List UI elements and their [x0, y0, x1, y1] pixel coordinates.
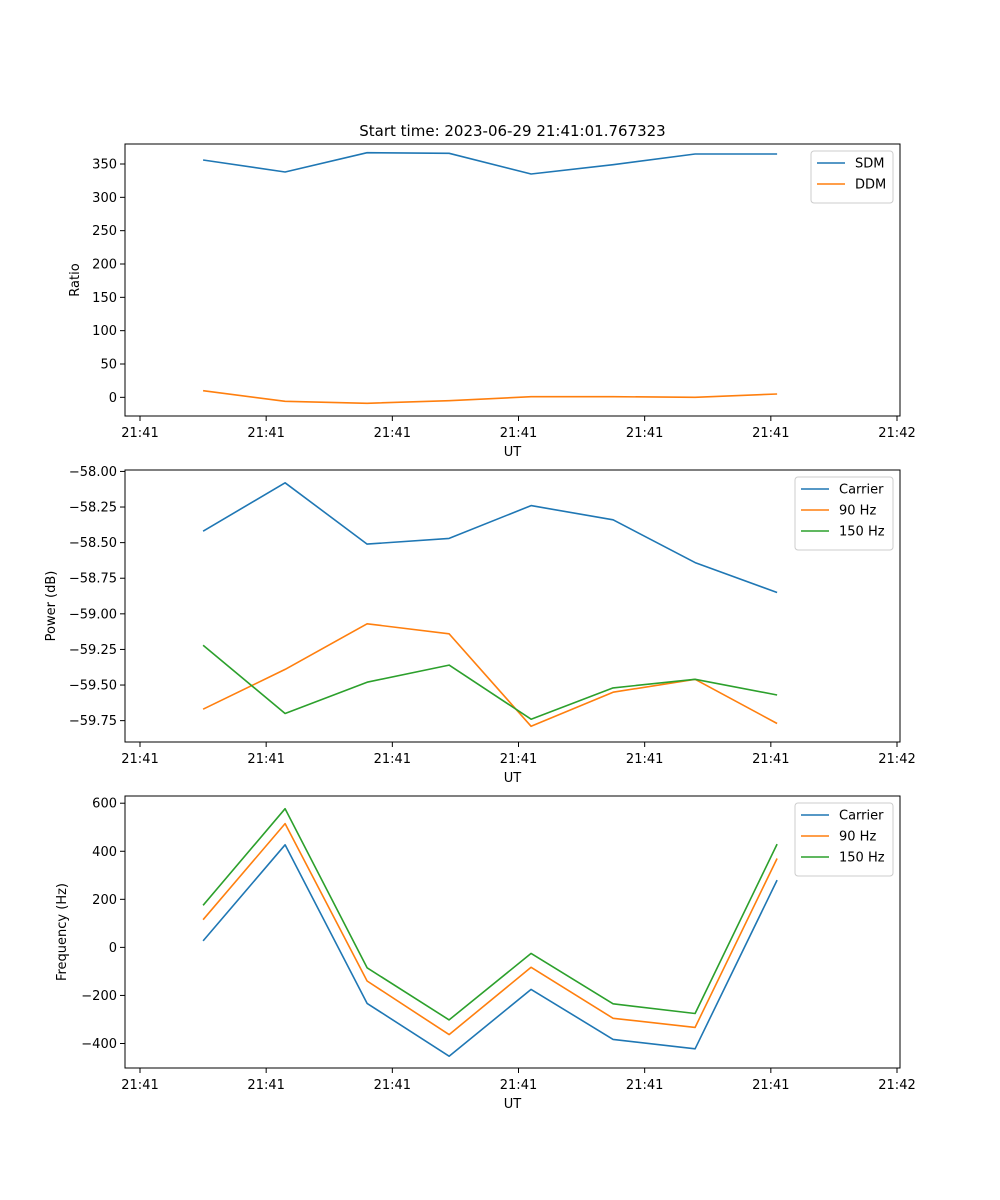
chart-panel-3: 21:41 21:41 21:41 21:41 21:41 21:41 21:42 UT −40… [55, 795, 916, 1112]
legend: Carrier 90 Hz 150 Hz [794, 476, 894, 551]
chart-panel-1: Start time: 2023-06-29 21:41:01.767323 21… [68, 122, 916, 460]
legend: Carrier 90 Hz 150 Hz [794, 802, 894, 877]
y-tick-label: 150 [92, 291, 117, 306]
y-tick-label: 600 [92, 797, 117, 812]
x-tick-label: 21:41 [374, 426, 411, 441]
legend-entry: 150 Hz [839, 851, 885, 866]
plot-frame [124, 795, 901, 1069]
x-tick-label: 21:41 [121, 1078, 158, 1093]
x-tick-label: 21:41 [626, 426, 663, 441]
series-line-150-hz [202, 807, 778, 1021]
y-tick-label: −200 [81, 989, 117, 1004]
x-tick-label: 21:41 [500, 752, 537, 767]
legend-entry: Carrier [839, 483, 884, 498]
chart-title: Start time: 2023-06-29 21:41:01.767323 [359, 122, 665, 140]
x-tick-label: 21:41 [247, 752, 284, 767]
y-tick-label: 200 [92, 258, 117, 273]
y-tick-label: −59.25 [69, 643, 117, 658]
plot-frame [124, 143, 901, 417]
y-tick-label: 100 [92, 324, 117, 339]
y-tick-label: −400 [81, 1037, 117, 1052]
plot-frame [124, 469, 901, 743]
y-axis-label: Ratio [68, 263, 83, 296]
x-tick-label: 21:42 [878, 1078, 915, 1093]
y-tick-label: −58.75 [69, 572, 117, 587]
y-tick-label: −58.00 [69, 465, 117, 480]
legend-entry: 150 Hz [839, 525, 885, 540]
legend-entry: Carrier [839, 809, 884, 824]
legend-entry: SDM [855, 157, 884, 172]
x-tick-label: 21:41 [121, 752, 158, 767]
legend-entry: 90 Hz [839, 504, 876, 519]
series-line-carrier [202, 843, 778, 1057]
y-axis-label: Power (dB) [44, 571, 59, 642]
y-tick-label: 200 [92, 893, 117, 908]
y-tick-label: −58.25 [69, 501, 117, 516]
y-axis-label: Frequency (Hz) [55, 883, 70, 981]
x-tick-label: 21:41 [500, 426, 537, 441]
x-tick-label: 21:42 [878, 752, 915, 767]
y-tick-label: 350 [92, 158, 117, 173]
x-axis-label: UT [504, 1097, 522, 1112]
y-tick-label: −59.00 [69, 607, 117, 622]
series-line-90-hz [202, 822, 778, 1036]
legend: SDM DDM [810, 150, 894, 204]
x-tick-label: 21:41 [626, 752, 663, 767]
legend-box [810, 150, 894, 204]
x-tick-label: 21:41 [247, 1078, 284, 1093]
series-line-sdm [202, 151, 778, 175]
y-tick-label: 400 [92, 845, 117, 860]
series-line-90-hz [202, 622, 778, 728]
x-tick-label: 21:42 [878, 426, 915, 441]
y-tick-label: 300 [92, 191, 117, 206]
y-tick-label: 250 [92, 224, 117, 239]
x-tick-label: 21:41 [247, 426, 284, 441]
x-tick-label: 21:41 [500, 1078, 537, 1093]
x-tick-label: 21:41 [374, 752, 411, 767]
series-line-carrier [202, 481, 778, 594]
legend-entry: 90 Hz [839, 830, 876, 845]
y-tick-label: 0 [109, 941, 117, 956]
y-tick-label: 0 [109, 391, 117, 406]
x-tick-label: 21:41 [374, 1078, 411, 1093]
x-tick-label: 21:41 [626, 1078, 663, 1093]
x-tick-label: 21:41 [752, 752, 789, 767]
y-tick-label: 50 [100, 358, 117, 373]
chart-panel-2: 21:41 21:41 21:41 21:41 21:41 21:41 21:42 UT −59… [44, 465, 916, 786]
y-tick-label: −59.75 [69, 714, 117, 729]
y-tick-label: −59.50 [69, 679, 117, 694]
x-tick-label: 21:41 [752, 426, 789, 441]
legend-entry: DDM [855, 178, 886, 193]
x-tick-label: 21:41 [121, 426, 158, 441]
y-tick-label: −58.50 [69, 536, 117, 551]
x-axis-label: UT [504, 771, 522, 786]
x-axis-label: UT [504, 445, 522, 460]
series-line-ddm [202, 389, 778, 405]
series-line-150-hz [202, 644, 778, 721]
x-tick-label: 21:41 [752, 1078, 789, 1093]
